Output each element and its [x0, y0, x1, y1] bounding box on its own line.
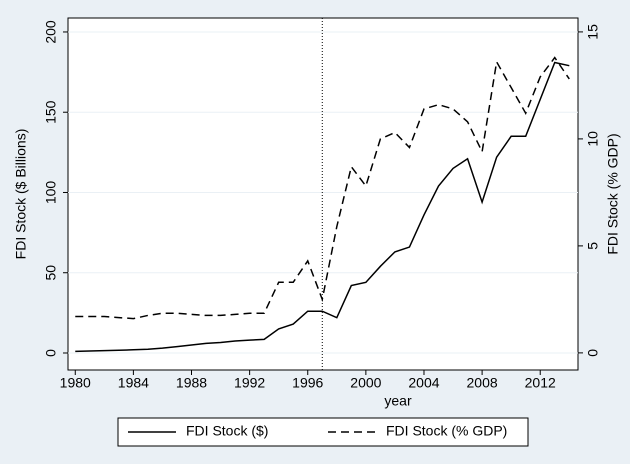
y-tick-label: 100: [43, 181, 59, 205]
y2-tick-label: 15: [585, 24, 601, 40]
plot-area: [67, 17, 579, 371]
y-axis-label: FDI Stock ($ Billions): [13, 129, 29, 260]
y-tick-label: 150: [43, 100, 59, 124]
series-line: [75, 61, 570, 353]
x-tick-label: 2004: [408, 375, 439, 391]
y2-tick-label: 0: [585, 349, 601, 357]
y2-axis-label: FDI Stock (% GDP): [605, 133, 621, 254]
y-tick-label: 50: [43, 265, 59, 281]
x-tick-label: 2012: [525, 375, 556, 391]
series-line: [75, 56, 570, 320]
x-tick-label: 1980: [60, 375, 91, 391]
x-tick-label: 2000: [350, 375, 381, 391]
x-tick-label: 2008: [467, 375, 498, 391]
x-tick-label: 1992: [234, 375, 265, 391]
x-axis-label: year: [384, 393, 412, 409]
y2-tick-label: 5: [585, 242, 601, 250]
y2-tick-label: 10: [585, 131, 601, 147]
y-tick-label: 200: [43, 20, 59, 44]
x-tick-label: 1996: [292, 375, 323, 391]
legend-label: FDI Stock ($): [186, 423, 268, 439]
y-tick-label: 0: [43, 349, 59, 357]
legend: [117, 417, 529, 447]
legend-label: FDI Stock (% GDP): [386, 423, 507, 439]
x-tick-label: 1984: [118, 375, 149, 391]
x-tick-label: 1988: [176, 375, 207, 391]
